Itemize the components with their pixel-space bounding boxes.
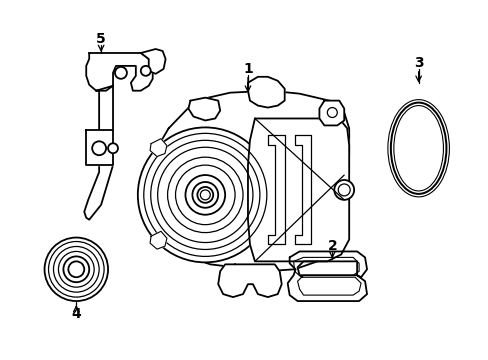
- Polygon shape: [86, 130, 113, 165]
- Polygon shape: [247, 77, 284, 108]
- Circle shape: [44, 238, 108, 301]
- Polygon shape: [218, 264, 281, 297]
- Circle shape: [63, 256, 89, 282]
- Polygon shape: [150, 231, 166, 249]
- Circle shape: [68, 261, 84, 277]
- Circle shape: [108, 143, 118, 153]
- Text: 2: 2: [327, 239, 337, 253]
- Polygon shape: [287, 251, 366, 301]
- Circle shape: [141, 66, 150, 76]
- Circle shape: [92, 141, 106, 155]
- Polygon shape: [150, 139, 166, 157]
- Circle shape: [197, 187, 213, 203]
- Polygon shape: [247, 118, 348, 261]
- Ellipse shape: [387, 100, 448, 197]
- Polygon shape: [188, 98, 220, 121]
- Circle shape: [192, 182, 218, 208]
- Polygon shape: [319, 100, 344, 125]
- Circle shape: [115, 67, 127, 79]
- Circle shape: [138, 127, 272, 262]
- Text: 3: 3: [413, 56, 423, 70]
- Circle shape: [326, 108, 337, 117]
- Polygon shape: [84, 86, 113, 220]
- Text: 4: 4: [71, 307, 81, 321]
- Polygon shape: [267, 135, 284, 244]
- Circle shape: [334, 180, 353, 200]
- Polygon shape: [155, 91, 348, 271]
- Circle shape: [200, 190, 210, 200]
- Circle shape: [185, 175, 224, 215]
- Polygon shape: [294, 135, 311, 244]
- Circle shape: [338, 184, 349, 196]
- Polygon shape: [141, 49, 165, 74]
- Text: 5: 5: [96, 32, 106, 46]
- Polygon shape: [86, 53, 152, 91]
- Text: 1: 1: [243, 62, 252, 76]
